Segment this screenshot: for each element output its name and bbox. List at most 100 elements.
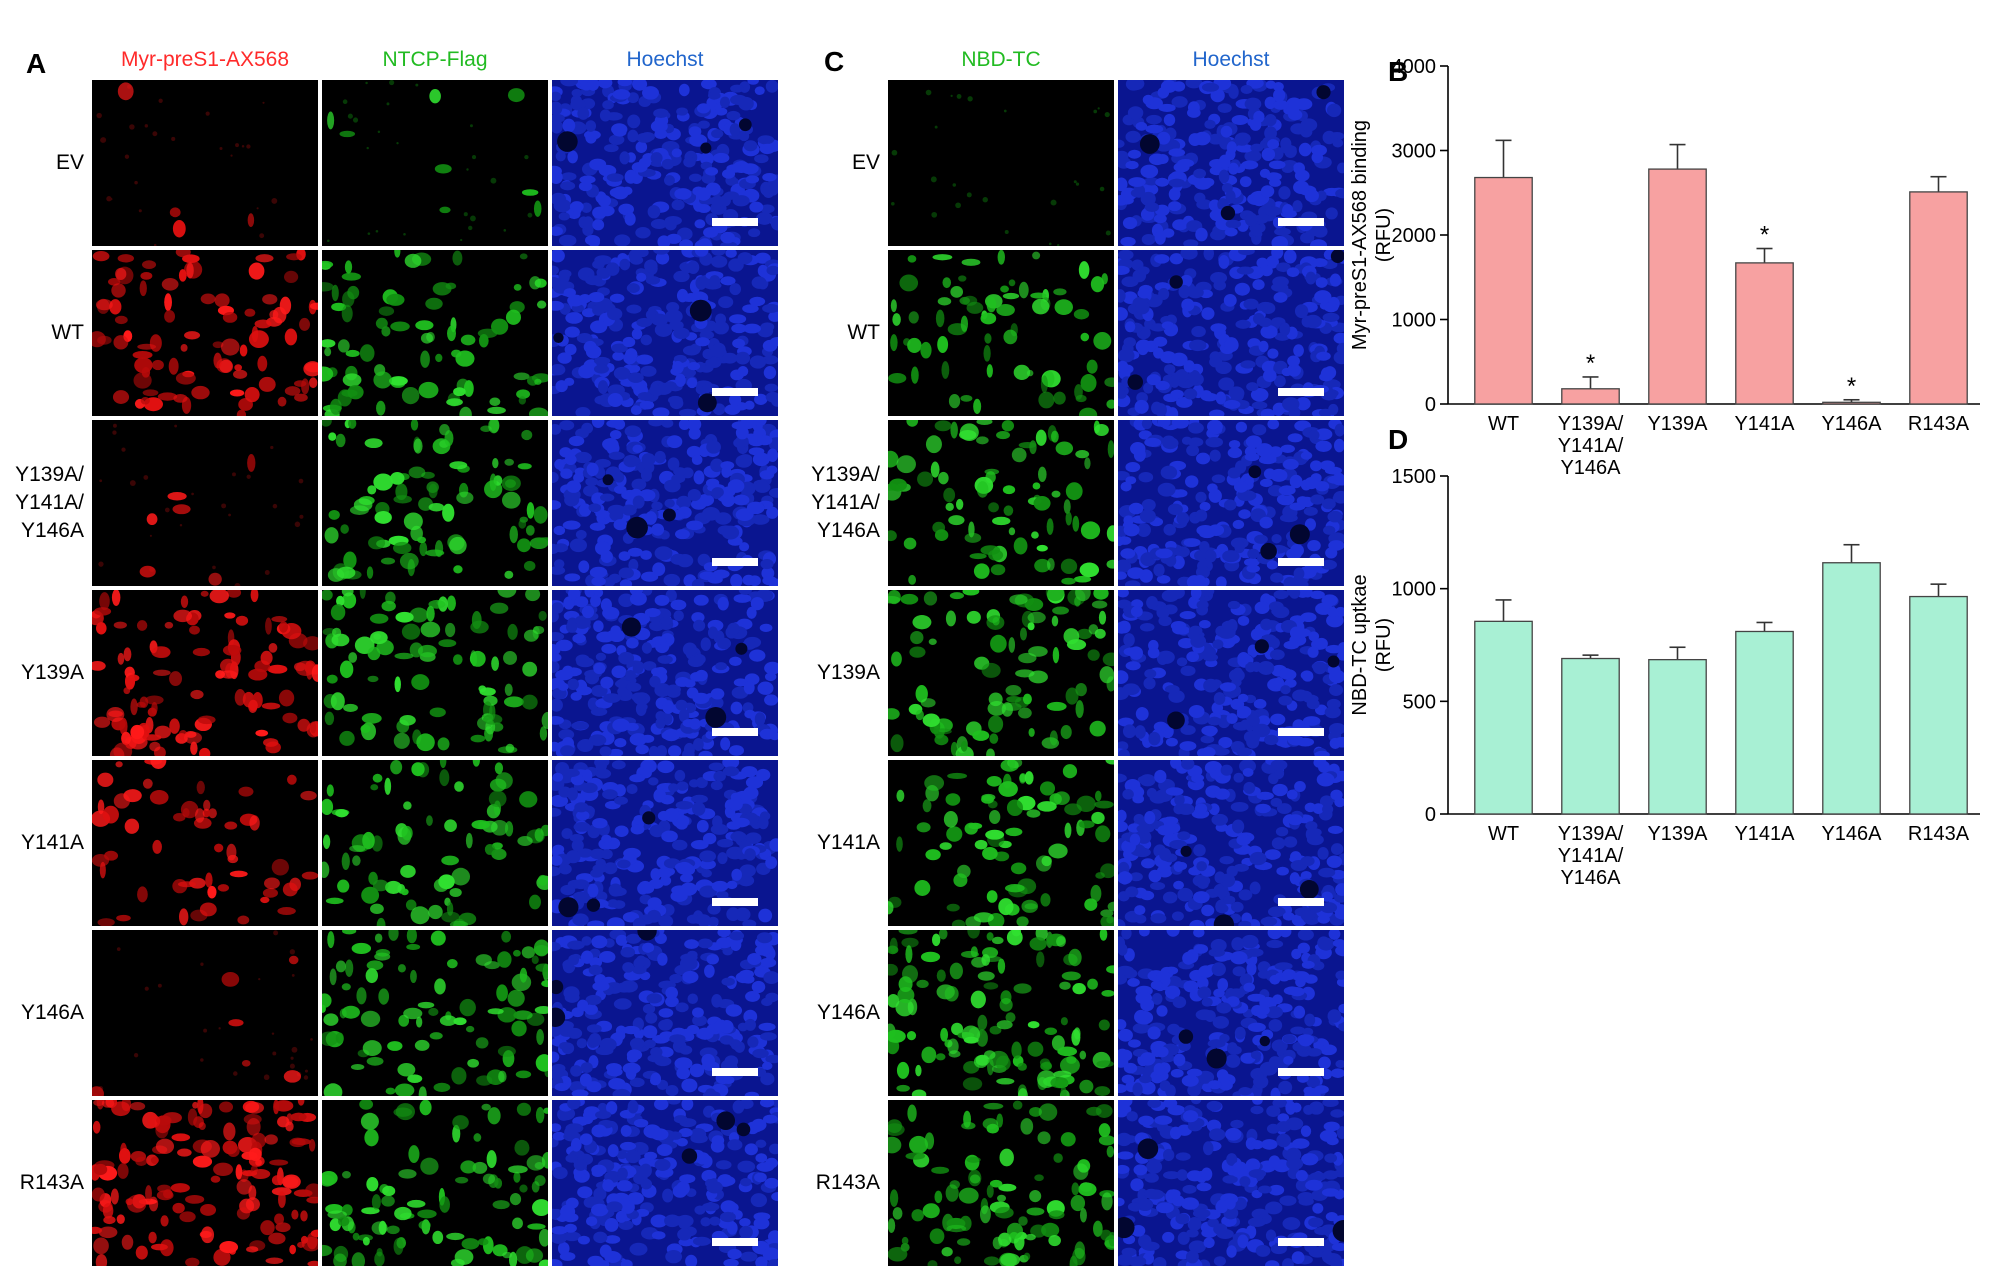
category-label: Y141A xyxy=(1734,823,1795,845)
bar xyxy=(1909,191,1968,405)
significance-marker: * xyxy=(1586,350,1595,377)
y-axis-label: Myr-preS1-AX568 binding (RFU) xyxy=(1350,120,1395,350)
category-label: Y146A xyxy=(1821,823,1882,845)
scale-bar xyxy=(712,388,758,396)
scale-bar xyxy=(1278,1068,1324,1076)
scale-bar xyxy=(1278,388,1324,396)
panel-d-letter: D xyxy=(1388,424,1409,455)
micrograph-tile-green xyxy=(322,420,548,586)
row-label: WT xyxy=(51,321,84,344)
micrograph-tile-green xyxy=(888,590,1114,756)
row-label: Y139A xyxy=(20,661,84,684)
bar xyxy=(1822,562,1881,815)
category-label: R143A xyxy=(1908,413,1970,435)
micrograph-tile-green xyxy=(888,250,1114,416)
y-tick-label: 1500 xyxy=(1392,466,1437,488)
micrograph-tile-blue xyxy=(552,420,778,586)
category-label: Y139A/Y141A/Y146A xyxy=(1558,823,1624,889)
micrograph-tile-red xyxy=(92,590,318,756)
y-tick-label: 500 xyxy=(1403,691,1436,713)
row-label: Y139A/ Y141A/ Y146A xyxy=(811,463,880,542)
panel-b-letter: B xyxy=(1388,56,1409,87)
scale-bar xyxy=(1278,1238,1324,1246)
category-label: Y146A xyxy=(1821,413,1882,435)
scale-bar xyxy=(1278,218,1324,226)
y-tick-label: 1000 xyxy=(1392,579,1437,601)
category-label: WT xyxy=(1488,823,1519,845)
significance-marker: * xyxy=(1847,373,1856,400)
micrograph-tile-blue xyxy=(552,760,778,926)
y-tick-label: 1000 xyxy=(1392,310,1437,332)
scale-bar xyxy=(712,728,758,736)
scale-bar xyxy=(1278,728,1324,736)
row-label: Y139A/ Y141A/ Y146A xyxy=(15,463,84,542)
y-tick-label: 0 xyxy=(1425,394,1436,416)
bar xyxy=(1561,388,1620,405)
y-axis-label: NBD-TC uptkae (RFU) xyxy=(1350,574,1395,715)
micrograph-tile-red xyxy=(92,80,318,246)
scale-bar xyxy=(712,218,758,226)
row-label: Y141A xyxy=(20,831,84,854)
micrograph-tile-red xyxy=(92,420,318,586)
bar xyxy=(1648,658,1707,815)
row-label: Y139A xyxy=(816,661,880,684)
panel-b-bar-chart: 0 1000 2000 3000 4000 Myr-preS1-AX568 binding… xyxy=(1350,56,1980,479)
panel-c-letter: C xyxy=(824,46,845,77)
micrograph-tile-green xyxy=(322,590,548,756)
panel-d-bar-chart: 0 500 1000 1500 NBD-TC uptkae (RFU) WT Y139A/Y1… xyxy=(1350,466,1980,889)
y-tick-label: 0 xyxy=(1425,804,1436,826)
bar xyxy=(1648,168,1707,405)
micrograph-tile-green xyxy=(322,760,548,926)
significance-marker: * xyxy=(1760,222,1769,249)
bar xyxy=(1561,657,1620,815)
row-label: R143A xyxy=(815,1171,880,1194)
row-label: EV xyxy=(851,151,880,174)
row-label: Y146A xyxy=(816,1001,880,1024)
scale-bar xyxy=(712,1238,758,1246)
micrograph-tile-blue xyxy=(1118,80,1344,246)
micrograph-tile-green xyxy=(322,1100,548,1266)
bar xyxy=(1474,176,1533,405)
column-header-blue: Hoechst xyxy=(1192,48,1270,71)
row-label: Y141A xyxy=(816,831,880,854)
micrograph-tile-green xyxy=(888,1100,1114,1266)
micrograph-tile-green xyxy=(888,420,1114,586)
y-tick-label: 4000 xyxy=(1392,56,1437,78)
micrograph-tile-blue xyxy=(1118,590,1344,756)
bar xyxy=(1822,401,1881,405)
category-label: Y141A xyxy=(1734,413,1795,435)
micrograph-tile-blue xyxy=(1118,420,1344,586)
column-header-green: NBD-TC xyxy=(961,48,1041,71)
micrograph-tile-green xyxy=(888,930,1114,1096)
scale-bar xyxy=(1278,898,1324,906)
panel-a-letter: A xyxy=(26,48,47,79)
category-label: R143A xyxy=(1908,823,1970,845)
bar xyxy=(1909,595,1968,815)
column-header-green: NTCP-Flag xyxy=(382,48,488,71)
row-label: R143A xyxy=(19,1171,84,1194)
column-header-red: Myr-preS1-AX568 xyxy=(120,48,290,71)
scale-bar xyxy=(1278,558,1324,566)
bar xyxy=(1474,620,1533,815)
column-header-blue: Hoechst xyxy=(626,48,704,71)
scale-bar xyxy=(712,898,758,906)
micrograph-tile-red xyxy=(92,250,318,416)
micrograph-tile-red xyxy=(92,1100,318,1266)
micrograph-tile-red xyxy=(92,930,318,1096)
micrograph-tile-green xyxy=(322,80,548,246)
scale-bar xyxy=(712,1068,758,1076)
category-label: Y139A xyxy=(1647,823,1708,845)
category-label: Y139A/Y141A/Y146A xyxy=(1558,413,1624,479)
micrograph-tile-blue xyxy=(552,80,778,246)
micrograph-tile-blue xyxy=(552,250,778,416)
bar xyxy=(1735,630,1794,815)
micrograph-tile-green xyxy=(322,930,548,1096)
micrograph-tile-green xyxy=(888,80,1114,246)
bar xyxy=(1735,262,1794,405)
y-tick-label: 3000 xyxy=(1392,141,1437,163)
category-label: WT xyxy=(1488,413,1519,435)
micrograph-tile-green xyxy=(322,250,548,416)
row-label: WT xyxy=(847,321,880,344)
row-label: EV xyxy=(55,151,84,174)
scale-bar xyxy=(712,558,758,566)
